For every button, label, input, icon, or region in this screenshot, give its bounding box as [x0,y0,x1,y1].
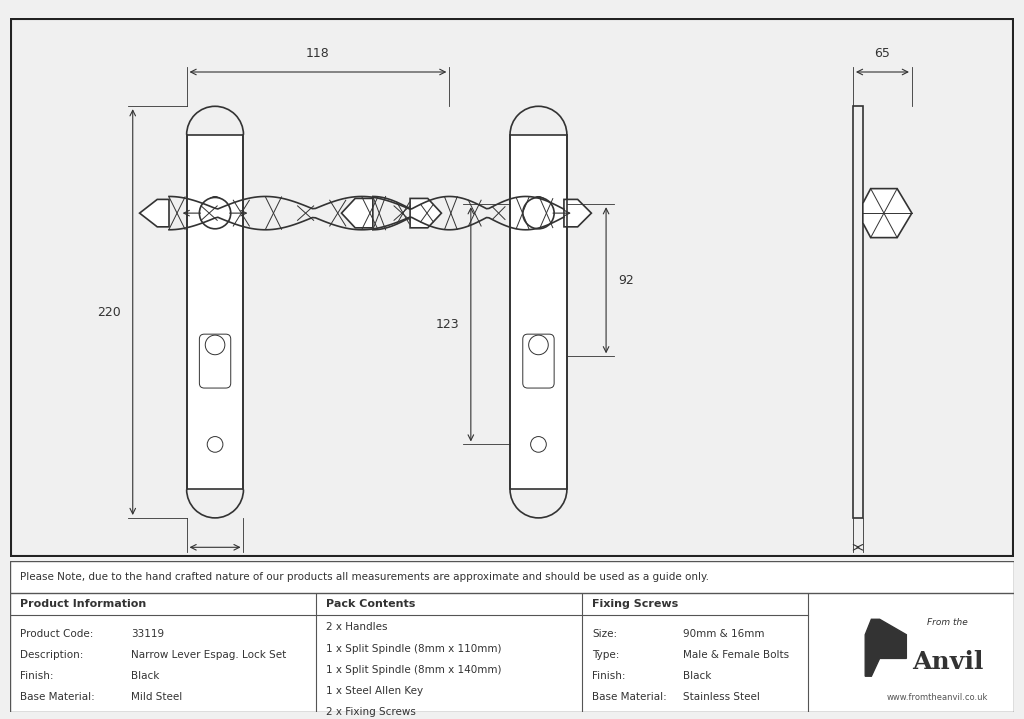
Text: Male & Female Bolts: Male & Female Bolts [683,650,788,660]
Text: Product Code:: Product Code: [20,629,93,638]
Text: 30: 30 [207,562,223,575]
Circle shape [207,436,223,452]
Bar [853,106,863,518]
Text: Type:: Type: [592,650,620,660]
Polygon shape [865,619,906,676]
Circle shape [523,198,554,229]
Text: Product Information: Product Information [20,599,146,609]
Text: 92: 92 [617,274,634,287]
Text: 2 x Handles: 2 x Handles [327,623,388,633]
Text: 5: 5 [854,562,862,575]
Text: Size:: Size: [592,629,617,638]
Polygon shape [410,198,441,228]
Text: Narrow Lever Espag. Lock Set: Narrow Lever Espag. Lock Set [131,650,286,660]
Polygon shape [863,188,911,237]
Circle shape [207,196,223,212]
Text: 1 x Split Spindle (8mm x 140mm): 1 x Split Spindle (8mm x 140mm) [327,664,502,674]
Text: 65: 65 [874,47,891,60]
Circle shape [200,198,230,229]
Text: Anvil: Anvil [911,650,983,674]
Circle shape [530,436,546,452]
FancyBboxPatch shape [186,134,244,490]
Text: Please Note, due to the hand crafted nature of our products all measurements are: Please Note, due to the hand crafted nat… [20,572,710,582]
Text: 1 x Split Spindle (8mm x 110mm): 1 x Split Spindle (8mm x 110mm) [327,644,502,654]
Text: 33119: 33119 [131,629,164,638]
Text: 123: 123 [435,318,459,331]
Circle shape [205,335,225,354]
Text: Fixing Screws: Fixing Screws [592,599,679,609]
Circle shape [530,196,546,212]
FancyBboxPatch shape [200,334,230,388]
Text: 118: 118 [306,47,330,60]
Text: From the: From the [927,618,968,628]
Text: Description:: Description: [20,650,84,660]
Text: www.fromtheanvil.co.uk: www.fromtheanvil.co.uk [887,693,988,702]
Text: Finish:: Finish: [592,671,626,681]
FancyBboxPatch shape [523,334,554,388]
Text: Black: Black [131,671,159,681]
Polygon shape [564,199,592,226]
Text: Base Material:: Base Material: [592,692,667,702]
Text: 1 x Steel Allen Key: 1 x Steel Allen Key [327,686,424,696]
Polygon shape [139,199,169,226]
Text: Base Material:: Base Material: [20,692,95,702]
Text: Finish:: Finish: [20,671,54,681]
FancyBboxPatch shape [510,134,567,490]
Text: Mild Steel: Mild Steel [131,692,182,702]
Text: Stainless Steel: Stainless Steel [683,692,760,702]
Text: 220: 220 [97,306,121,319]
Text: Black: Black [683,671,711,681]
Text: Pack Contents: Pack Contents [327,599,416,609]
Text: 2 x Fixing Screws: 2 x Fixing Screws [327,707,416,717]
Text: 90mm & 16mm: 90mm & 16mm [683,629,764,638]
Circle shape [528,335,548,354]
Polygon shape [341,198,373,228]
